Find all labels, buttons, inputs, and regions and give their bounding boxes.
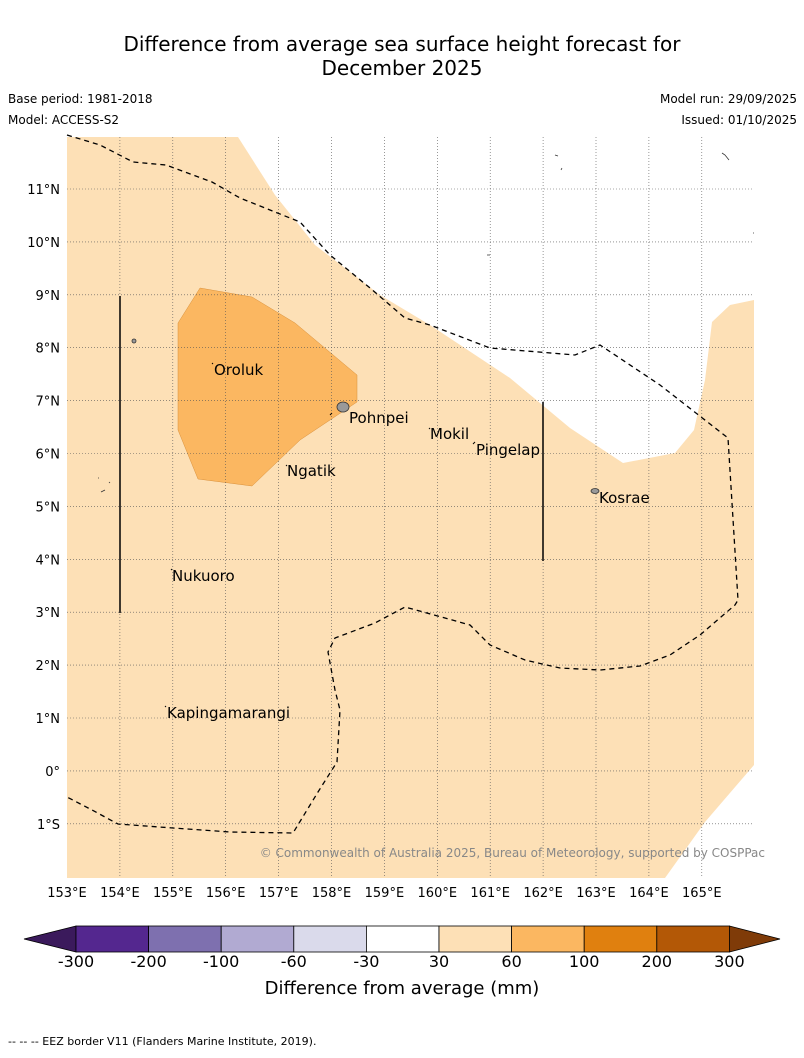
lat-tick-label: 1°N: [36, 712, 61, 727]
latitude-labels: 11°N 10°N 9°N 8°N 7°N 6°N 5°N 4°N 3°N 2°N 1°N 0° 1°S: [27, 183, 60, 833]
place-label-kosrae: Kosrae: [599, 489, 650, 507]
lon-tick-label: 163°E: [576, 886, 616, 901]
place-label-oroluk: Oroluk: [214, 361, 263, 379]
lon-tick-label: 162°E: [523, 886, 563, 901]
colorbar-extend-low: [23, 925, 77, 953]
colorbar-tick-label: 30: [428, 952, 450, 971]
islet-marks-icon: [98, 152, 754, 493]
lon-tick-label: 155°E: [153, 886, 193, 901]
model-name: Model: ACCESS-S2: [8, 113, 120, 127]
place-dots: [164, 362, 476, 708]
colorbar-bin: [148, 925, 222, 953]
lon-tick-label: 154°E: [100, 886, 140, 901]
lon-tick-label: 161°E: [470, 886, 510, 901]
colorbar-bin: [365, 925, 440, 953]
eez-footnote: -- -- -- EEZ border V11 (Flanders Marine…: [8, 1035, 317, 1048]
lat-tick-label: 0°: [45, 765, 60, 780]
title-line-2: December 2025: [321, 56, 483, 80]
lat-tick-label: 8°N: [36, 342, 61, 357]
colorbar-tick-label: -100: [203, 952, 240, 971]
colorbar-tick-label: 60: [501, 952, 522, 971]
title-line-1: Difference from average sea surface heig…: [123, 32, 681, 56]
lat-tick-label: 6°N: [36, 448, 61, 463]
colorbar-bin: [583, 925, 658, 953]
lat-tick-label: 11°N: [27, 183, 60, 198]
lon-tick-label: 164°E: [629, 886, 669, 901]
lat-tick-label: 7°N: [36, 395, 61, 410]
graticule: [67, 137, 754, 878]
place-label-mokil: Mokil: [430, 425, 469, 443]
colorbar-bin: [220, 925, 295, 953]
map-title: Difference from average sea surface heig…: [0, 32, 804, 80]
lat-tick-label: 4°N: [36, 553, 61, 568]
lon-tick-label: 156°E: [206, 886, 246, 901]
map-area: [67, 137, 754, 878]
colorbar-bin: [656, 925, 730, 953]
colorbar-tick-label: -300: [57, 952, 95, 971]
place-labels: Oroluk Pohnpei Mokil Pingelap Ngatik Kos…: [167, 361, 650, 722]
anomaly-below-30-region: [238, 137, 754, 463]
lon-tick-label: 153°E: [47, 886, 87, 901]
longitude-labels: 153°E 154°E 155°E 156°E 157°E 158°E 159°E 160°E…: [47, 886, 721, 901]
anomaly-below-30-corner: [665, 765, 754, 878]
lon-tick-label: 157°E: [259, 886, 299, 901]
issued-date: Issued: 01/10/2025: [681, 113, 797, 127]
lat-tick-label: 10°N: [27, 236, 60, 251]
lon-tick-label: 158°E: [312, 886, 352, 901]
colorbar-bin: [438, 925, 512, 953]
colorbar-tick-label: -30: [353, 952, 380, 971]
place-label-kapingamarangi: Kapingamarangi: [167, 704, 290, 722]
colorbar-bin: [511, 925, 585, 953]
anomaly-60-100-region: [177, 287, 358, 487]
place-label-nukuoro: Nukuoro: [172, 567, 235, 585]
colorbar-bin: [293, 925, 367, 953]
colorbar-tick-label: 200: [641, 952, 673, 971]
model-run: Model run: 29/09/2025: [659, 92, 797, 106]
place-label-pingelap: Pingelap: [476, 441, 540, 459]
colorbar-label: Difference from average (mm): [264, 978, 540, 999]
lat-tick-label: 9°N: [36, 289, 61, 304]
colorbar: [23, 925, 781, 953]
colorbar-bin: [75, 925, 149, 953]
lat-tick-label: 5°N: [36, 500, 61, 515]
place-label-pohnpei: Pohnpei: [349, 409, 409, 427]
place-label-ngatik: Ngatik: [287, 462, 336, 480]
colorbar-tick-label: 300: [714, 952, 745, 971]
pohnpei-island-icon: [336, 401, 350, 413]
colorbar-extend-high: [729, 925, 781, 953]
lat-tick-label: 1°S: [37, 818, 60, 833]
islet-icon: [131, 338, 137, 344]
eez-border: [66, 134, 739, 834]
copyright-notice: © Commonwealth of Australia 2025, Bureau…: [260, 846, 765, 860]
kosrae-island-icon: [590, 488, 600, 494]
colorbar-tick-label: -200: [130, 952, 167, 971]
colorbar-tick-label: 100: [568, 952, 600, 971]
lon-tick-label: 159°E: [365, 886, 405, 901]
lat-tick-label: 3°N: [36, 606, 61, 621]
lon-tick-label: 165°E: [682, 886, 722, 901]
lat-tick-label: 2°N: [36, 659, 61, 674]
islands: [98, 152, 754, 494]
lon-tick-label: 160°E: [418, 886, 458, 901]
colorbar-tick-label: -60: [280, 952, 307, 971]
base-period: Base period: 1981-2018: [8, 92, 153, 106]
